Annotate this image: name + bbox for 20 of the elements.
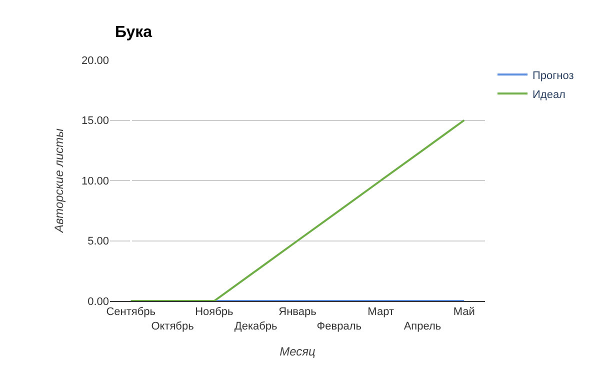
x-tick-label: Октябрь bbox=[151, 320, 194, 332]
y-tick-label: 10.00 bbox=[81, 175, 109, 188]
legend-label: Идеал bbox=[532, 88, 566, 101]
x-tick-label: Май bbox=[453, 306, 475, 318]
x-axis-title: Месяц bbox=[280, 344, 316, 358]
y-tick-label: 5.00 bbox=[88, 236, 109, 248]
x-tick-label: Февраль bbox=[316, 320, 362, 332]
x-tick-label: Ноябрь bbox=[195, 306, 234, 318]
y-tick-label: 20.00 bbox=[81, 54, 109, 67]
y-tick-label: 0.00 bbox=[88, 296, 109, 308]
legend-label: Прогноз bbox=[532, 70, 574, 82]
y-tick-label: 15.00 bbox=[81, 115, 109, 128]
x-tick-label: Март bbox=[368, 306, 394, 318]
line-series bbox=[130, 119, 466, 301]
y-axis-title: Авторские листы bbox=[52, 128, 66, 234]
x-tick-label: Январь bbox=[278, 306, 317, 318]
chart-title: Бука bbox=[114, 24, 152, 42]
x-tick-label: Сентябрь bbox=[106, 306, 156, 318]
x-tick-label: Декабрь bbox=[234, 320, 278, 332]
x-tick-label: Апрель bbox=[404, 320, 442, 332]
